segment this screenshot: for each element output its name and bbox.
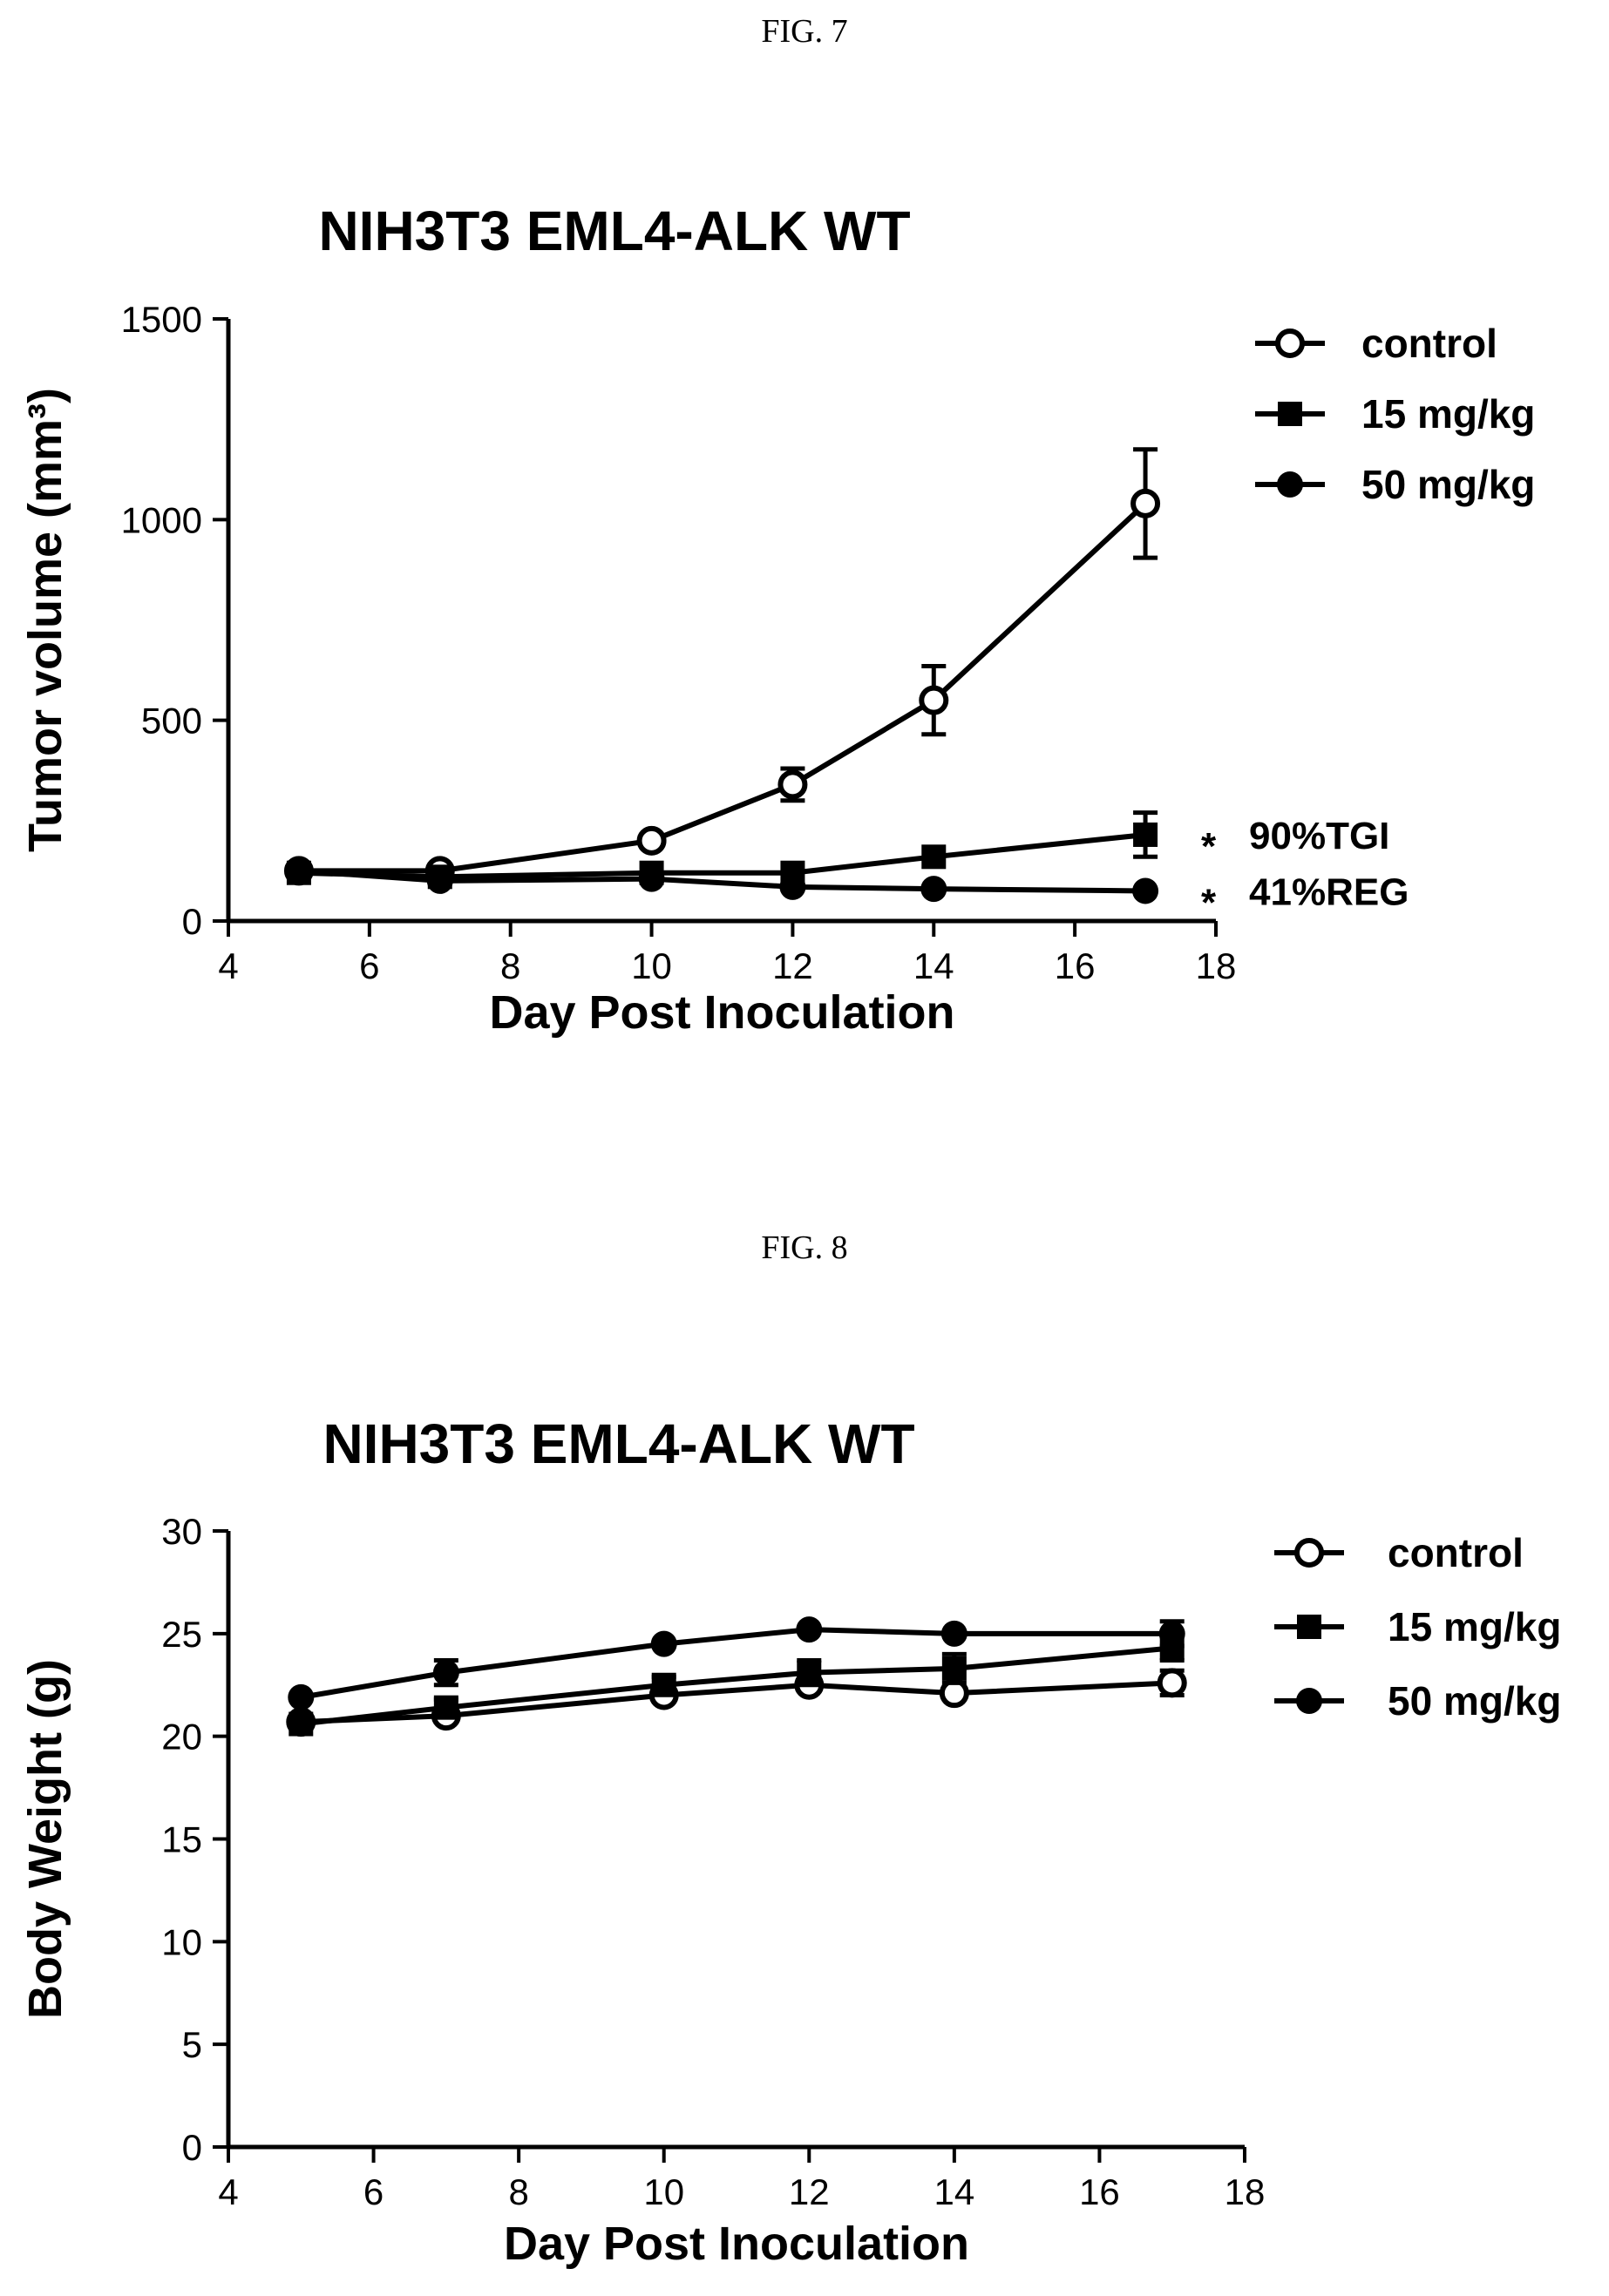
- figure-label: FIG. 8: [761, 1229, 848, 1266]
- data-point: [433, 1695, 458, 1720]
- x-tick-label: 16: [1055, 945, 1096, 986]
- data-point: [289, 1711, 314, 1737]
- data-point: [1158, 1620, 1185, 1647]
- series-15-mg-kg: [289, 1633, 1185, 1737]
- x-tick-label: 6: [363, 2171, 384, 2212]
- legend-entry: 50 mg/kg: [1274, 1678, 1561, 1724]
- legend-marker: [1278, 402, 1302, 426]
- y-axis-title: Tumor volume (mm³): [19, 388, 71, 852]
- x-tick-label: 12: [789, 2171, 830, 2212]
- series-50-mg-kg: [285, 857, 1159, 904]
- legend-label: control: [1388, 1530, 1524, 1575]
- legend-label: control: [1361, 321, 1497, 366]
- data-point: [432, 1659, 459, 1686]
- data-point: [1132, 877, 1159, 904]
- legend-entry: control: [1255, 321, 1497, 366]
- legend-marker: [1277, 471, 1303, 498]
- x-tick-label: 8: [508, 2171, 528, 2212]
- series-line: [301, 1680, 1172, 1725]
- x-tick-label: 10: [631, 945, 672, 986]
- y-tick-label: 1500: [121, 299, 202, 340]
- data-point: [1130, 488, 1161, 518]
- data-point: [651, 1672, 676, 1697]
- series-line: [298, 501, 1148, 874]
- annotation-label: 90%TGI: [1249, 815, 1389, 857]
- y-tick-label: 10: [161, 1921, 202, 1962]
- x-tick-label: 10: [643, 2171, 684, 2212]
- x-tick-label: 4: [218, 945, 238, 986]
- chart-title: NIH3T3 EML4-ALK WT: [322, 1412, 915, 1475]
- x-tick-label: 8: [500, 945, 520, 986]
- data-point: [285, 857, 312, 884]
- x-tick-label: 18: [1225, 2171, 1266, 2212]
- significance-star: *: [1201, 825, 1217, 868]
- x-axis-title: Day Post Inoculation: [489, 986, 954, 1039]
- tumor-volume-chart: 4 6 8 10 12 14 16 18 0 500 1000 1500 Day Post Inocul…: [19, 299, 1535, 1039]
- y-tick-label: 30: [161, 1511, 202, 1552]
- figure-label: FIG. 7: [761, 13, 848, 50]
- data-point: [779, 873, 806, 900]
- y-axis-title: Body Weight (g): [19, 1659, 71, 2019]
- legend-entry: 15 mg/kg: [1255, 391, 1535, 437]
- data-point: [940, 1620, 967, 1647]
- data-point: [1157, 1668, 1187, 1698]
- series-50-mg-kg: [288, 1616, 1185, 1710]
- y-tick-label: 0: [182, 2127, 202, 2168]
- body-weight-chart: 4 6 8 10 12 14 16 18 0 5 10 15 20 25 30 Day Post Inocul…: [19, 1511, 1561, 2270]
- series-line: [300, 1627, 1172, 1700]
- legend-marker: [1275, 328, 1305, 358]
- y-tick-label: 0: [182, 901, 202, 942]
- legend-label: 50 mg/kg: [1361, 462, 1535, 507]
- series-line: [298, 831, 1146, 880]
- legend-marker: [1294, 1538, 1324, 1568]
- data-point: [941, 1656, 967, 1681]
- legend-entry: control: [1274, 1530, 1524, 1575]
- data-point: [777, 769, 808, 800]
- legend-label: 50 mg/kg: [1388, 1678, 1561, 1724]
- x-tick-label: 12: [772, 945, 813, 986]
- data-point: [426, 867, 453, 894]
- legend-label: 15 mg/kg: [1361, 391, 1535, 437]
- y-tick-label: 15: [161, 1819, 202, 1860]
- series-line: [300, 1645, 1172, 1727]
- data-point: [650, 1630, 677, 1657]
- x-tick-label: 6: [359, 945, 379, 986]
- y-tick-label: 1000: [121, 499, 202, 540]
- data-point: [638, 865, 665, 892]
- x-tick-label: 16: [1079, 2171, 1120, 2212]
- data-point: [288, 1683, 315, 1710]
- data-point: [921, 844, 947, 870]
- significance-star: *: [1201, 881, 1217, 924]
- x-tick-label: 18: [1196, 945, 1237, 986]
- x-tick-label: 4: [218, 2171, 238, 2212]
- series-line: [298, 868, 1146, 894]
- legend-marker: [1297, 1615, 1321, 1639]
- legend-entry: 15 mg/kg: [1274, 1604, 1561, 1649]
- data-point: [797, 1660, 822, 1685]
- series-control: [283, 447, 1161, 886]
- y-tick-label: 20: [161, 1717, 202, 1758]
- chart-title: NIH3T3 EML4-ALK WT: [318, 200, 911, 262]
- x-tick-label: 14: [933, 2171, 974, 2212]
- legend-entry: 50 mg/kg: [1255, 462, 1535, 507]
- x-axis-title: Day Post Inoculation: [504, 2218, 969, 2270]
- data-point: [796, 1616, 823, 1643]
- data-point: [919, 685, 949, 715]
- data-point: [1133, 822, 1158, 847]
- data-point: [636, 825, 667, 856]
- annotation-label: 41%REG: [1249, 870, 1409, 913]
- legend-marker: [1296, 1688, 1322, 1714]
- data-point: [920, 876, 947, 903]
- x-tick-label: 14: [913, 945, 954, 986]
- legend-label: 15 mg/kg: [1388, 1604, 1561, 1649]
- y-tick-label: 25: [161, 1614, 202, 1655]
- y-tick-label: 500: [141, 701, 202, 742]
- y-tick-label: 5: [182, 2024, 202, 2065]
